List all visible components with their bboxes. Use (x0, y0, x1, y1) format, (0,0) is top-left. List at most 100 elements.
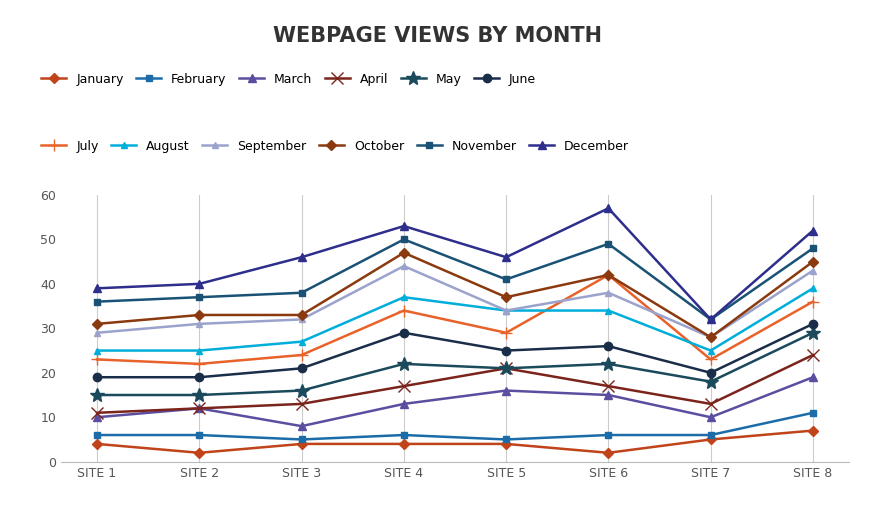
Line: June: June (93, 320, 817, 381)
January (92, 441, 102, 447)
March (399, 401, 410, 407)
April (399, 383, 410, 389)
March (603, 392, 613, 398)
December (194, 281, 205, 287)
July (399, 307, 410, 313)
January (194, 450, 205, 456)
July (500, 330, 511, 336)
April (500, 365, 511, 371)
Legend: January, February, March, April, May, June: January, February, March, April, May, Ju… (41, 73, 536, 86)
December (297, 254, 307, 260)
September (194, 321, 205, 327)
September (808, 267, 818, 273)
October (603, 272, 613, 278)
December (399, 223, 410, 229)
March (808, 374, 818, 380)
January (297, 441, 307, 447)
May (297, 387, 307, 393)
Line: April: April (92, 349, 818, 418)
March (705, 414, 716, 420)
October (500, 294, 511, 300)
October (808, 259, 818, 265)
August (399, 294, 410, 300)
February (808, 410, 818, 416)
February (603, 432, 613, 438)
May (808, 330, 818, 336)
February (297, 437, 307, 443)
May (500, 365, 511, 371)
May (603, 361, 613, 367)
December (808, 227, 818, 233)
January (705, 437, 716, 443)
October (399, 250, 410, 256)
June (92, 374, 102, 380)
June (808, 321, 818, 327)
November (194, 294, 205, 300)
Line: September: September (94, 263, 816, 341)
May (705, 379, 716, 385)
August (705, 347, 716, 353)
August (603, 307, 613, 313)
April (705, 401, 716, 407)
January (808, 427, 818, 433)
January (603, 450, 613, 456)
September (297, 317, 307, 323)
Line: February: February (94, 409, 816, 443)
September (603, 290, 613, 296)
August (808, 285, 818, 291)
January (399, 441, 410, 447)
Line: December: December (93, 204, 817, 324)
Line: January: January (94, 427, 816, 456)
September (500, 307, 511, 313)
November (808, 245, 818, 251)
July (808, 299, 818, 305)
Legend: July, August, September, October, November, December: July, August, September, October, Novemb… (41, 140, 629, 153)
November (500, 277, 511, 283)
December (705, 317, 716, 323)
July (297, 352, 307, 358)
February (500, 437, 511, 443)
Line: August: August (94, 285, 816, 354)
June (194, 374, 205, 380)
October (92, 321, 102, 327)
March (297, 423, 307, 429)
May (92, 392, 102, 398)
December (92, 285, 102, 291)
April (194, 405, 205, 411)
Line: May: May (90, 326, 820, 402)
December (603, 205, 613, 211)
March (92, 414, 102, 420)
October (705, 334, 716, 340)
August (500, 307, 511, 313)
Text: WEBPAGE VIEWS BY MONTH: WEBPAGE VIEWS BY MONTH (273, 26, 602, 46)
April (297, 401, 307, 407)
June (603, 343, 613, 349)
May (194, 392, 205, 398)
Line: March: March (93, 373, 817, 430)
September (705, 334, 716, 340)
June (705, 370, 716, 376)
July (92, 357, 102, 363)
July (705, 357, 716, 363)
August (297, 339, 307, 345)
November (705, 317, 716, 323)
June (399, 330, 410, 336)
November (603, 241, 613, 247)
September (399, 263, 410, 269)
February (399, 432, 410, 438)
May (399, 361, 410, 367)
Line: November: November (94, 236, 816, 323)
August (194, 347, 205, 353)
April (808, 352, 818, 358)
July (603, 272, 613, 278)
June (297, 365, 307, 371)
March (500, 387, 511, 393)
Line: July: July (91, 269, 819, 370)
April (603, 383, 613, 389)
November (297, 290, 307, 296)
November (92, 299, 102, 305)
September (92, 330, 102, 336)
December (500, 254, 511, 260)
August (92, 347, 102, 353)
Line: October: October (94, 249, 816, 341)
